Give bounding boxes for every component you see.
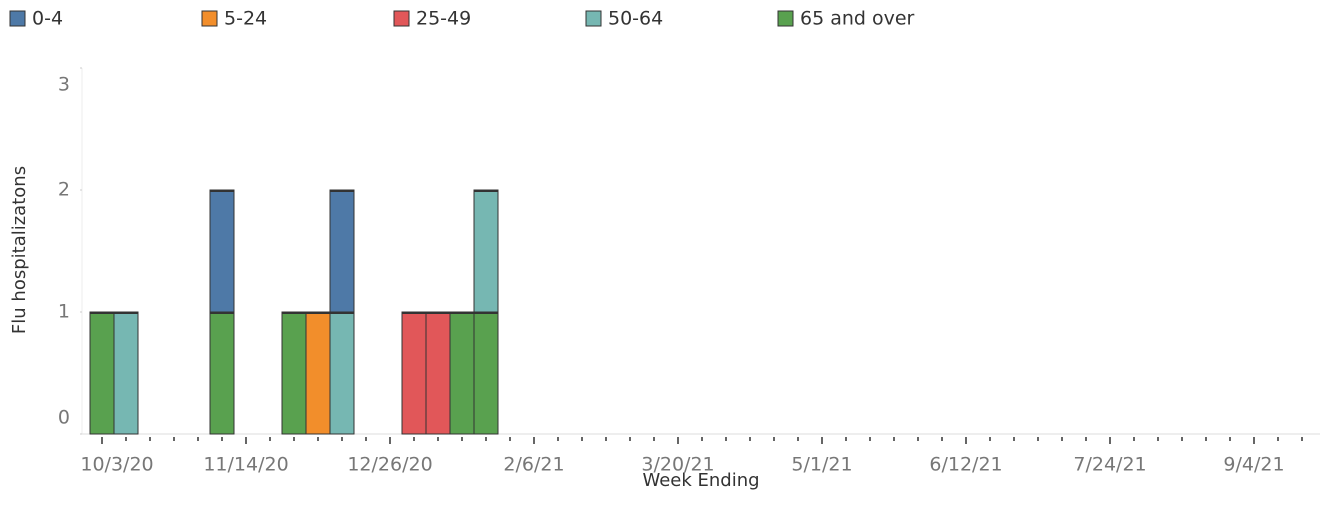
legend-label: 25-49 [416, 8, 471, 30]
legend-swatch [777, 10, 794, 27]
bar-segment [449, 311, 475, 435]
bar-segment [305, 311, 331, 435]
bar-segment [281, 311, 307, 435]
legend-label: 0-4 [32, 8, 63, 30]
bar-segment [113, 311, 139, 435]
x-axis-title: Week Ending [642, 470, 759, 491]
x-tick-label: 9/4/21 [1223, 454, 1284, 476]
x-tick-label: 7/24/21 [1073, 454, 1146, 476]
x-tick-label: 10/3/20 [80, 454, 153, 476]
bar-segment [209, 311, 235, 435]
x-tick-label: 11/14/20 [203, 454, 288, 476]
x-tick-label: 2/6/21 [503, 454, 564, 476]
bar-segment [473, 189, 499, 313]
legend-swatch [585, 10, 602, 27]
legend-swatch [201, 10, 218, 27]
bar-segment [473, 311, 499, 435]
bar-segment [425, 311, 451, 435]
bar-segment [89, 311, 115, 435]
y-tick-label: 2 [58, 179, 70, 201]
legend-label: 50-64 [608, 8, 663, 30]
y-tick-label: 0 [58, 407, 70, 429]
bar-segment [401, 311, 427, 435]
y-tick-label: 3 [58, 74, 70, 96]
x-tick-label: 5/1/21 [791, 454, 852, 476]
y-tick-label: 1 [58, 301, 70, 323]
bar-segment [209, 189, 235, 313]
y-axis-title: Flu hospitalizatons [9, 166, 30, 334]
x-tick-label: 6/12/21 [929, 454, 1002, 476]
bar-segment [329, 189, 355, 313]
x-tick-label: 3/20/21 [641, 454, 714, 476]
legend-swatch [9, 10, 26, 27]
legend-label: 65 and over [800, 8, 915, 30]
x-tick-label: 12/26/20 [347, 454, 432, 476]
legend-swatch [393, 10, 410, 27]
legend-label: 5-24 [224, 8, 267, 30]
bar-segment [329, 311, 355, 435]
